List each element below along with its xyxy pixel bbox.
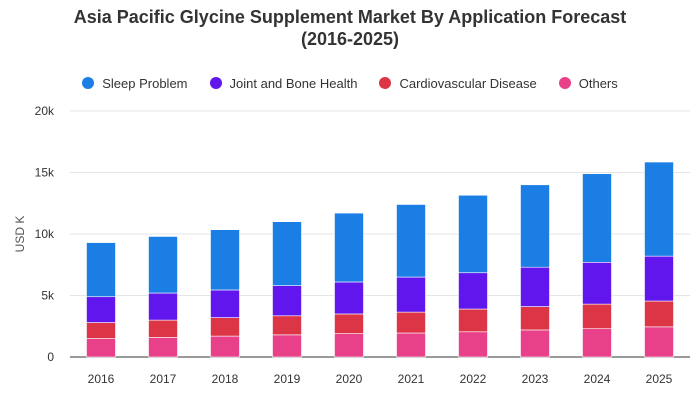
legend-item-others[interactable]: Others — [558, 75, 618, 91]
bar-joint-and-bone-health-2020 — [334, 281, 364, 315]
bar-others-2018 — [210, 335, 240, 358]
bar-cardiovascular-disease-2023 — [520, 306, 550, 331]
y-tick-label: 5k — [41, 289, 55, 303]
bar-cardiovascular-disease-2018 — [210, 317, 240, 337]
chart-title-line-2: (2016-2025) — [300, 29, 400, 49]
chart-legend: Sleep Problem Joint and Bone Health Card… — [0, 74, 700, 92]
bar-sleep-problem-2017 — [148, 236, 178, 294]
bar-joint-and-bone-health-2021 — [396, 276, 426, 313]
bar-others-2022 — [458, 331, 488, 358]
bar-sleep-problem-2022 — [458, 194, 488, 274]
bar-cardiovascular-disease-2021 — [396, 311, 426, 334]
x-tick-label: 2019 — [274, 372, 301, 386]
bar-others-2016 — [86, 338, 116, 358]
y-tick-label: 0 — [47, 350, 54, 364]
y-tick-label: 20k — [35, 104, 55, 118]
bar-sleep-problem-2020 — [334, 212, 364, 283]
bar-others-2025 — [644, 326, 674, 358]
bar-joint-and-bone-health-2017 — [148, 292, 178, 321]
y-tick-label: 15k — [35, 166, 55, 180]
bar-cardiovascular-disease-2020 — [334, 313, 364, 334]
bar-sleep-problem-2018 — [210, 229, 240, 291]
bar-joint-and-bone-health-2022 — [458, 272, 488, 310]
bar-cardiovascular-disease-2017 — [148, 319, 178, 338]
x-tick-label: 2021 — [398, 372, 425, 386]
bar-others-2020 — [334, 333, 364, 358]
bar-sleep-problem-2025 — [644, 161, 674, 257]
y-tick-label: 10k — [35, 227, 55, 241]
legend-swatch-sleep-problem — [82, 77, 95, 89]
legend-swatch-joint-and-bone-health — [209, 77, 222, 89]
bar-cardiovascular-disease-2024 — [582, 303, 612, 330]
bar-joint-and-bone-health-2024 — [582, 261, 612, 305]
bar-cardiovascular-disease-2016 — [86, 322, 116, 339]
bar-sleep-problem-2023 — [520, 184, 550, 268]
bar-others-2017 — [148, 337, 178, 358]
bar-joint-and-bone-health-2025 — [644, 255, 674, 302]
legend-label-others: Others — [578, 75, 618, 91]
bar-others-2023 — [520, 329, 550, 358]
y-axis-title: USD K — [13, 216, 27, 253]
bar-joint-and-bone-health-2016 — [86, 296, 116, 323]
bar-joint-and-bone-health-2019 — [272, 285, 302, 317]
chart-title-line-1: Asia Pacific Glycine Supplement Market B… — [73, 7, 627, 27]
x-tick-label: 2022 — [460, 372, 487, 386]
x-tick-label: 2024 — [584, 372, 611, 386]
bar-sleep-problem-2016 — [86, 242, 116, 298]
bar-others-2019 — [272, 334, 302, 358]
bar-sleep-problem-2024 — [582, 173, 612, 263]
legend-label-joint-and-bone-health: Joint and Bone Health — [229, 75, 358, 91]
bar-others-2021 — [396, 332, 426, 358]
x-tick-label: 2018 — [212, 372, 239, 386]
legend-label-sleep-problem: Sleep Problem — [102, 75, 188, 91]
legend-item-joint-and-bone-health[interactable]: Joint and Bone Health — [209, 75, 358, 91]
bar-sleep-problem-2019 — [272, 221, 302, 286]
x-tick-label: 2016 — [88, 372, 115, 386]
bar-sleep-problem-2021 — [396, 204, 426, 278]
legend-item-sleep-problem[interactable]: Sleep Problem — [82, 75, 188, 91]
legend-item-cardiovascular-disease[interactable]: Cardiovascular Disease — [379, 75, 537, 91]
legend-swatch-others — [558, 77, 571, 89]
legend-swatch-cardiovascular-disease — [379, 77, 392, 89]
x-tick-label: 2017 — [150, 372, 177, 386]
x-tick-label: 2025 — [646, 372, 673, 386]
chart-title: Asia Pacific Glycine Supplement Market B… — [0, 6, 700, 50]
bar-joint-and-bone-health-2023 — [520, 266, 550, 307]
bar-cardiovascular-disease-2022 — [458, 308, 488, 333]
legend-label-cardiovascular-disease: Cardiovascular Disease — [399, 75, 537, 91]
x-tick-label: 2023 — [522, 372, 549, 386]
bar-cardiovascular-disease-2019 — [272, 315, 302, 336]
x-tick-label: 2020 — [336, 372, 363, 386]
bar-others-2024 — [582, 328, 612, 358]
bar-cardiovascular-disease-2025 — [644, 300, 674, 328]
bar-joint-and-bone-health-2018 — [210, 289, 240, 318]
